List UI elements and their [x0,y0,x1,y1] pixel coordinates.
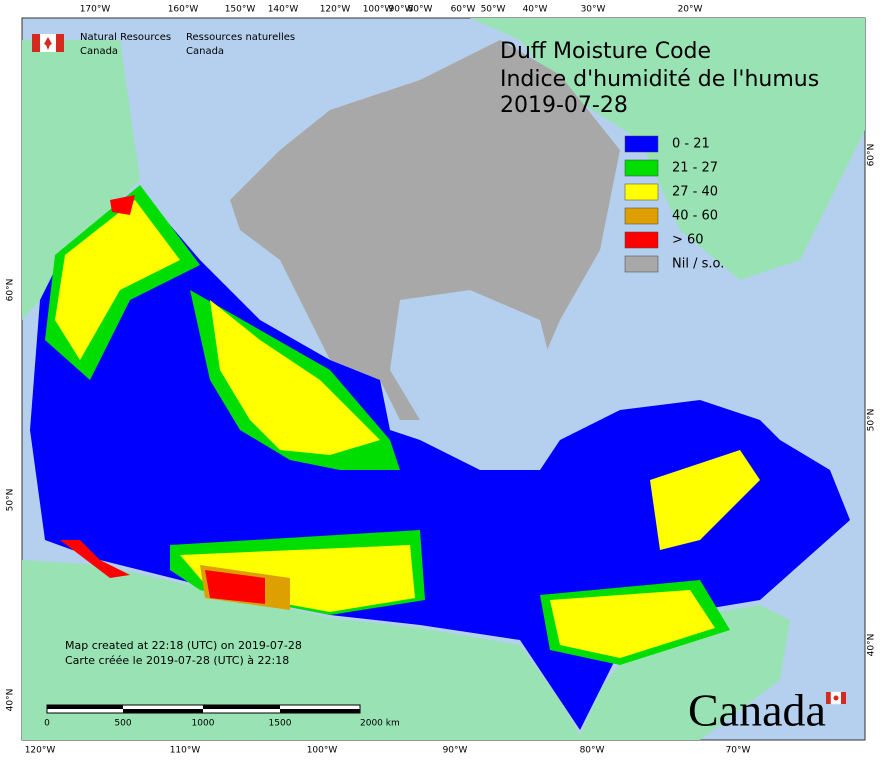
legend-swatch [624,183,659,201]
flag-band [56,34,64,52]
flag-band [841,692,846,704]
patch-over-60 [60,540,130,578]
longitude-label: 90°W [389,5,414,15]
longitude-label: 40°W [523,5,548,15]
patch-27-40 [550,590,715,658]
longitude-label: 100°W [363,5,394,15]
legend-label: > 60 [672,233,704,248]
longitude-label: 80°W [408,5,433,15]
latitude-label: 40°N [867,634,877,657]
legend-label: 40 - 60 [672,209,718,224]
legend-label: 21 - 27 [672,161,718,176]
date: 2019-07-28 [500,93,628,118]
alaska [22,40,140,320]
flag-band [32,34,40,52]
legend-swatch [624,255,659,273]
scale-label: 1000 [192,719,215,729]
greenland [470,18,865,280]
longitude-label: 110°W [170,746,201,756]
united-states [22,560,790,740]
longitude-label: 90°W [443,746,468,756]
note: Carte créée le 2019-07-28 (UTC) à 22:18 [65,654,289,667]
scale-segment [123,709,203,713]
scale-segment [203,705,280,709]
longitude-label: 140°W [268,5,299,15]
legend-swatch [624,135,659,153]
canada-flag-header [32,34,64,52]
legend-swatch [624,231,659,249]
wordmark-flag [826,691,846,705]
agency-fr: Canada [186,46,224,57]
flag-band [826,692,831,704]
scale-label: 1500 [269,719,292,729]
longitude-label: 60°W [451,5,476,15]
longitude-label: 100°W [307,746,338,756]
maple-leaf [44,37,52,50]
latitude-label: 60°N [6,279,16,302]
agency-en: Canada [80,46,118,57]
latitude-label: 50°N [867,409,877,432]
wordmark: Canada [688,685,826,736]
dmc-patches [45,185,760,665]
scale-segment [280,709,360,713]
legend-swatch [624,159,659,177]
maple-leaf [833,695,839,701]
legend-swatch [624,207,659,225]
patch-27-40 [650,450,760,550]
longitude-label: 30°W [581,5,606,15]
legend-label: 0 - 21 [672,137,710,152]
longitude-label: 20°W [678,5,703,15]
scale-label: 500 [114,719,131,729]
title: Duff Moisture Code [500,39,711,64]
hudson-bay [390,290,560,450]
longitude-label: 50°W [481,5,506,15]
scale-label: 2000 km [360,719,400,729]
patch-27-40 [210,300,380,455]
land-outside-canada [22,18,865,740]
longitude-label: 160°W [168,5,199,15]
scale-label: 0 [44,719,50,729]
longitude-label: 80°W [580,746,605,756]
longitude-label: 120°W [320,5,351,15]
scale-bar [46,704,361,714]
patch-27-40 [55,200,180,360]
longitude-label: 150°W [225,5,256,15]
legend-label: Nil / s.o. [672,257,724,272]
latitude-label: 60°N [867,144,877,167]
longitude-label: 120°W [25,746,56,756]
patch-over-60 [110,195,135,215]
agency-en: Natural Resources [80,32,171,43]
note: Map created at 22:18 (UTC) on 2019-07-28 [65,639,302,652]
latitude-label: 40°N [6,689,16,712]
longitude-label: 70°W [726,746,751,756]
title: Indice d'humidité de l'humus [500,67,819,92]
longitude-label: 170°W [80,5,111,15]
latitude-label: 50°N [6,489,16,512]
agency-fr: Ressources naturelles [186,32,295,43]
legend-label: 27 - 40 [672,185,718,200]
scale-segment [47,705,123,709]
patch-over-60 [205,570,265,604]
